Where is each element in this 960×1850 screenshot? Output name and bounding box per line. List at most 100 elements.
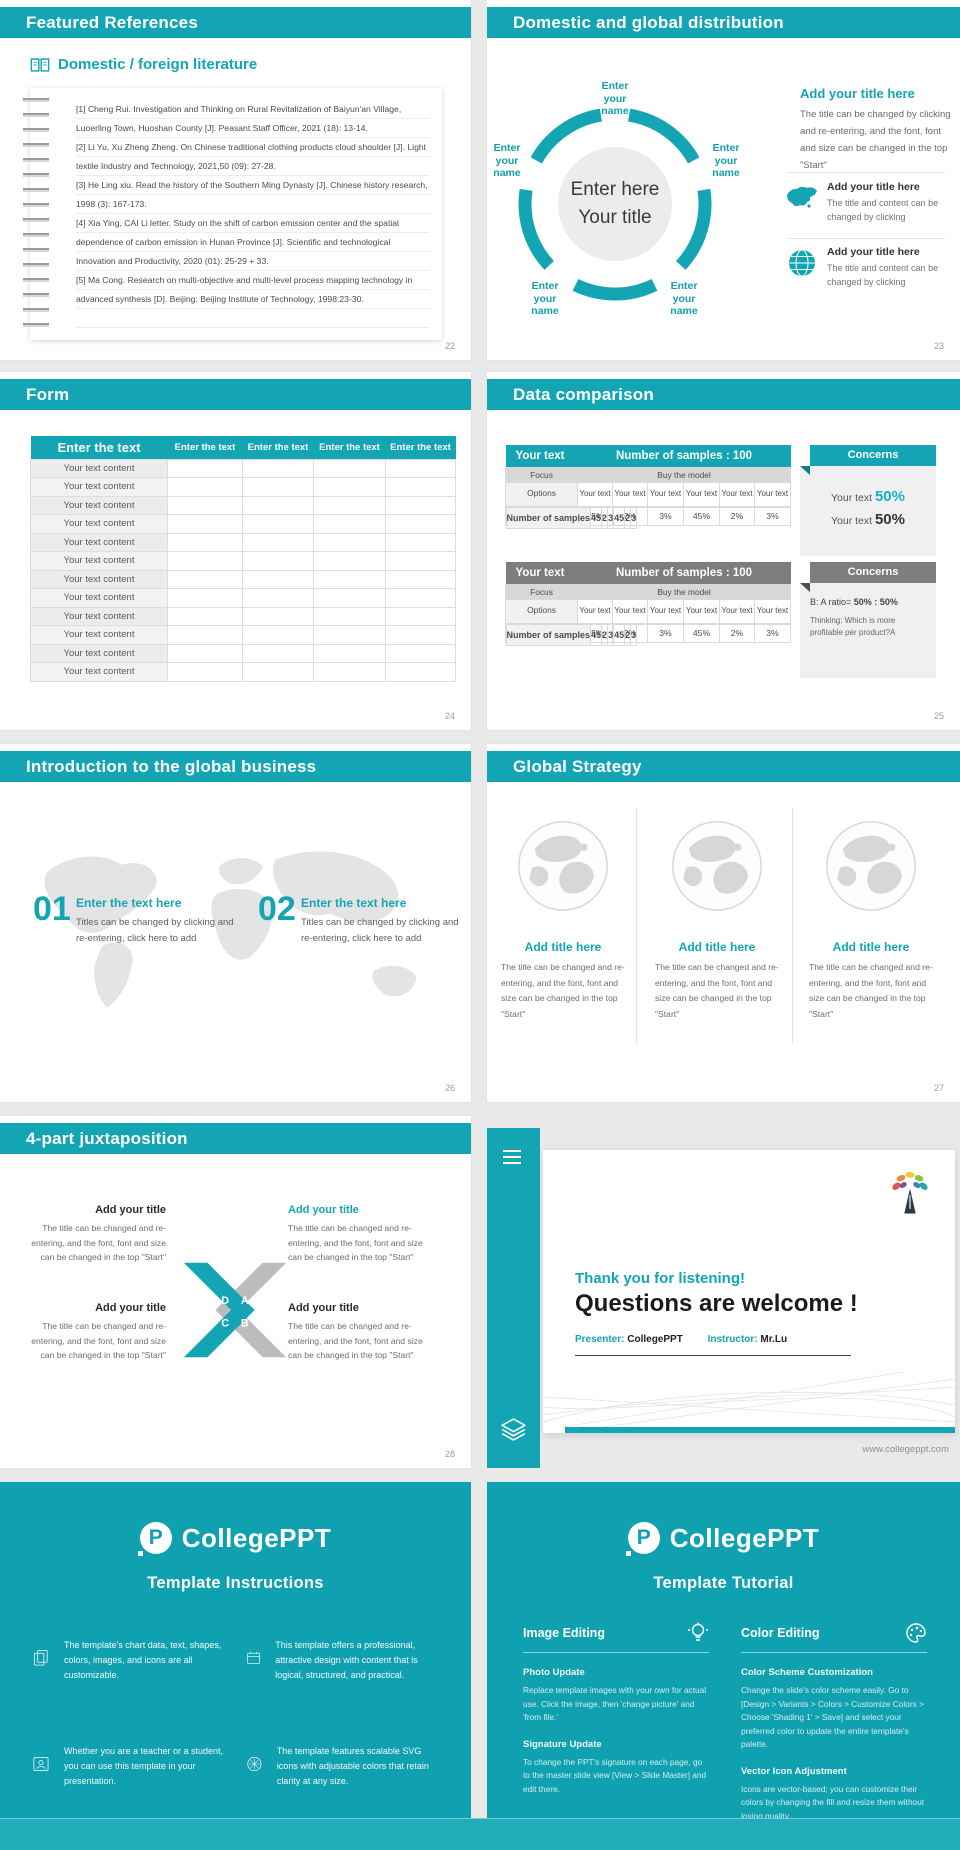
wireframe-graphic — [543, 1371, 955, 1427]
tree-logo-icon — [892, 1171, 928, 1214]
section-heading: Domestic / foreign literature — [30, 56, 257, 73]
references-card: [1] Cheng Rui. Investigation and Thinkin… — [23, 88, 442, 340]
panel-title: Template Tutorial — [653, 1574, 794, 1592]
add-title-body: The title can be changed by clicking and… — [800, 109, 951, 171]
diagram-center-line2: Your title — [578, 207, 652, 228]
table-row: Your text content — [30, 514, 456, 534]
ratio-label: B: A ratio= — [810, 597, 852, 607]
reference-list: [1] Cheng Rui. Investigation and Thinkin… — [76, 100, 430, 330]
slide-title-bar: Domestic and global distribution — [487, 7, 960, 38]
tutorial-subtitle: Vector Icon Adjustment — [741, 1765, 847, 1777]
block-title: Add your title — [95, 1302, 166, 1314]
step-number-1: 01 — [33, 890, 71, 928]
page-number: 23 — [933, 341, 944, 351]
user-card-icon — [33, 1757, 49, 1771]
table-row: Your text content — [30, 551, 456, 571]
block-title: Add your title — [288, 1302, 359, 1314]
page-number: 26 — [444, 1083, 455, 1093]
tutorial-body: Replace template images with your own fo… — [523, 1685, 707, 1722]
ratio-value: 50% : 50% — [853, 597, 898, 607]
table-row: Your text content — [30, 495, 456, 515]
copy-icon — [33, 1650, 48, 1666]
concerns-value: 50% — [874, 488, 905, 505]
template-instructions-panel: P CollegePPT Template Instructions The t… — [0, 1482, 471, 1850]
tutorial-body: Icons are vector-based; you can customiz… — [741, 1783, 925, 1821]
page-number: 22 — [444, 341, 455, 351]
slide-global-business-intro[interactable]: Introduction to the global business 01 E… — [0, 744, 471, 1102]
slide-domestic-global-distribution[interactable]: Domestic and global distribution Enter h… — [487, 0, 960, 360]
presenter-value: CollegePPT — [627, 1334, 683, 1345]
tutorial-subtitle: Signature Update — [523, 1738, 602, 1750]
quadrant-block-bottom-right: Add your title The title can be changed … — [288, 1302, 438, 1363]
step-body: Titles can be changed by clicking and re… — [76, 917, 234, 944]
logo-badge-icon: P — [625, 1522, 660, 1556]
block-body: The title can be changed and re-entering… — [288, 1223, 423, 1262]
concerns-panel-2: Concerns B: A ratio= 50% : 50% Thinking:… — [800, 562, 936, 678]
table-row: Your text content — [30, 625, 456, 645]
instruction-text: The template features scalable SVG icons… — [276, 1746, 429, 1786]
globe-icon — [670, 819, 764, 913]
slide-title-bar: Featured References — [0, 7, 471, 38]
block-title: Add your title — [95, 1204, 166, 1216]
reference-item: [4] Xia Ying, CAI Li letter. Study on th… — [76, 218, 399, 266]
slide-data-comparison[interactable]: Data comparison Your text Number of sampl… — [487, 372, 960, 730]
reference-item: [2] Li Yu, Xu Zheng Zheng. On Chinese tr… — [76, 142, 427, 171]
slide-title-bar: 4-part juxtaposition — [0, 1123, 471, 1154]
instruction-text: This template offers a professional, att… — [275, 1640, 418, 1680]
layers-icon — [501, 1418, 526, 1441]
column-body: The title can be changed and re-entering… — [809, 962, 933, 1019]
list-item: Add your title here The title and conten… — [827, 246, 949, 289]
form-table: Enter the text Enter the text Enter the … — [30, 436, 456, 682]
collegeppt-logo: P CollegePPT — [487, 1522, 960, 1556]
instruction-item: This template offers a professional, att… — [246, 1638, 442, 1683]
hamburger-icon — [503, 1150, 521, 1168]
quadrant-block-top-left: Add your title The title can be changed … — [16, 1204, 166, 1265]
column-title: Add title here — [832, 940, 910, 954]
logo-word-college: College — [669, 1522, 768, 1553]
slide-global-strategy[interactable]: Global Strategy Add title here Add title… — [487, 744, 960, 1102]
instruction-item: Whether you are a teacher or a student, … — [32, 1744, 228, 1789]
list-item: Add your title here The title and conten… — [827, 181, 949, 224]
globe-icon — [787, 248, 817, 278]
slide-thank-you[interactable]: Thank you for listening! Questions are w… — [487, 1116, 960, 1468]
step-number-2: 02 — [258, 890, 296, 928]
item-body: The title and content can be changed by … — [827, 263, 939, 287]
page-number: 24 — [444, 711, 455, 721]
presenter-row: Presenter: CollegePPT Instructor: Mr.Lu — [575, 1334, 851, 1356]
concerns-panel-1: Concerns Your text 50% Your text 50% — [800, 445, 936, 556]
column-header: Enter the text — [167, 436, 243, 459]
slide-title-bar: Data comparison — [487, 379, 960, 410]
concerns-value: 50% — [874, 511, 905, 528]
slide-4-part-juxtaposition[interactable]: 4-part juxtaposition Add your title The … — [0, 1116, 471, 1468]
column-title: Add title here — [678, 940, 756, 954]
collegeppt-logo: P CollegePPT — [0, 1522, 471, 1556]
globe-icon — [516, 819, 610, 913]
quadrant-block-bottom-left: Add your title The title can be changed … — [16, 1302, 166, 1363]
logo-word-college: College — [181, 1522, 280, 1553]
instruction-text: The template's chart data, text, shapes,… — [64, 1640, 222, 1680]
diagram-node-label: Enter your name — [712, 142, 740, 180]
item-title: Add your title here — [827, 181, 920, 193]
logo-badge-icon: P — [137, 1522, 172, 1556]
table-row: Your text content — [30, 458, 456, 478]
table-row: Your text content — [30, 662, 456, 682]
page-number: 25 — [933, 711, 944, 721]
concerns-note: Thinking: Which is more profitable per p… — [810, 616, 896, 637]
template-tutorial-panel: P CollegePPT Template Tutorial Image Edi… — [487, 1482, 960, 1850]
table-header-row: Enter the text Enter the text Enter the … — [30, 436, 456, 459]
comparison-table-1: Your text Number of samples : 100 Focus Bu… — [505, 445, 792, 529]
tutorial-body: To change the PPT's signature on each pa… — [523, 1756, 707, 1794]
calendar-icon — [247, 1651, 260, 1664]
reference-item: [3] He Ling xiu. Read the history of the… — [76, 180, 428, 209]
reference-item: [1] Cheng Rui. Investigation and Thinkin… — [76, 104, 402, 133]
logo-word-ppt: PPT — [279, 1522, 332, 1553]
slide-form[interactable]: Form Enter the text Enter the text Enter… — [0, 372, 471, 730]
slide-featured-references[interactable]: Featured References Domestic / foreign l… — [0, 0, 471, 360]
footer-band — [0, 1818, 960, 1850]
world-map — [44, 851, 417, 1008]
concerns-header: Concerns — [800, 562, 936, 592]
concerns-header: Concerns — [800, 445, 936, 475]
column-header: Enter the text — [30, 436, 168, 459]
column-header: Enter the text — [385, 436, 456, 459]
website-link[interactable]: www.collegeppt.com — [862, 1444, 949, 1455]
